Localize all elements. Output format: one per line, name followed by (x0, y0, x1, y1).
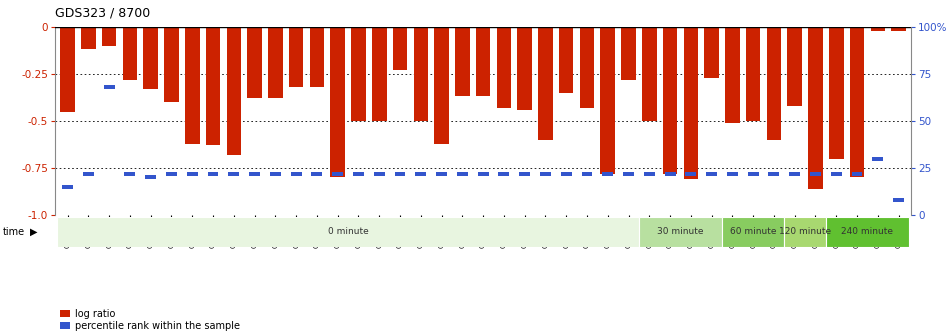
Bar (851, 172, 863, 176)
Bar (330, 27, 345, 177)
Bar (538, 27, 553, 140)
Bar (476, 27, 491, 96)
Bar (686, 172, 696, 176)
Bar (332, 172, 343, 176)
Text: 60 minute: 60 minute (730, 227, 776, 236)
Bar (785, 217, 825, 247)
Text: 30 minute: 30 minute (657, 227, 704, 236)
Bar (891, 27, 906, 31)
Bar (205, 27, 221, 145)
Legend: log ratio, percentile rank within the sample: log ratio, percentile rank within the sa… (60, 309, 240, 331)
Bar (831, 172, 842, 176)
Bar (247, 27, 262, 98)
Bar (372, 27, 386, 121)
Bar (268, 27, 282, 98)
Bar (414, 27, 428, 121)
Bar (104, 85, 115, 89)
Bar (581, 172, 592, 176)
Bar (540, 172, 551, 176)
Bar (519, 172, 530, 176)
Bar (767, 27, 781, 140)
Bar (477, 172, 489, 176)
Bar (289, 27, 303, 87)
Bar (60, 27, 75, 112)
Bar (808, 27, 823, 189)
Bar (249, 172, 260, 176)
Bar (456, 27, 470, 96)
Bar (62, 185, 73, 189)
Bar (498, 172, 510, 176)
Bar (83, 172, 94, 176)
Bar (57, 217, 639, 247)
Bar (146, 175, 156, 179)
Bar (602, 172, 613, 176)
Bar (561, 172, 572, 176)
Bar (437, 172, 447, 176)
Bar (705, 27, 719, 78)
Bar (872, 157, 883, 161)
Bar (517, 27, 532, 110)
Bar (102, 27, 116, 46)
Bar (727, 172, 738, 176)
Bar (207, 172, 219, 176)
Bar (165, 27, 179, 102)
Text: 0 minute: 0 minute (328, 227, 368, 236)
Bar (310, 27, 324, 87)
Bar (228, 172, 240, 176)
Bar (747, 172, 759, 176)
Bar (787, 27, 802, 106)
Bar (825, 217, 909, 247)
Bar (621, 27, 636, 80)
Bar (722, 217, 785, 247)
Text: 120 minute: 120 minute (779, 227, 831, 236)
Bar (789, 172, 800, 176)
Bar (81, 27, 96, 49)
Bar (496, 27, 511, 108)
Bar (125, 172, 135, 176)
Bar (351, 27, 366, 121)
Bar (829, 27, 844, 159)
Text: time: time (3, 227, 25, 237)
Bar (639, 217, 722, 247)
Bar (559, 27, 573, 93)
Bar (580, 27, 594, 108)
Bar (226, 27, 242, 155)
Bar (600, 27, 615, 174)
Bar (123, 27, 137, 80)
Bar (644, 172, 654, 176)
Bar (707, 172, 717, 176)
Text: GDS323 / 8700: GDS323 / 8700 (55, 7, 150, 20)
Bar (663, 27, 677, 174)
Bar (185, 27, 200, 143)
Bar (312, 172, 322, 176)
Bar (393, 27, 407, 70)
Bar (374, 172, 385, 176)
Bar (166, 172, 177, 176)
Bar (623, 172, 634, 176)
Bar (435, 27, 449, 143)
Bar (665, 172, 675, 176)
Bar (416, 172, 426, 176)
Bar (746, 27, 761, 121)
Bar (144, 27, 158, 89)
Bar (850, 27, 864, 177)
Bar (186, 172, 198, 176)
Bar (768, 172, 780, 176)
Bar (810, 172, 821, 176)
Bar (893, 198, 904, 202)
Text: ▶: ▶ (30, 227, 38, 237)
Bar (870, 27, 885, 31)
Bar (291, 172, 301, 176)
Bar (725, 27, 740, 123)
Bar (270, 172, 281, 176)
Bar (684, 27, 698, 179)
Bar (353, 172, 364, 176)
Bar (642, 27, 656, 121)
Bar (456, 172, 468, 176)
Bar (395, 172, 405, 176)
Text: 240 minute: 240 minute (842, 227, 893, 236)
